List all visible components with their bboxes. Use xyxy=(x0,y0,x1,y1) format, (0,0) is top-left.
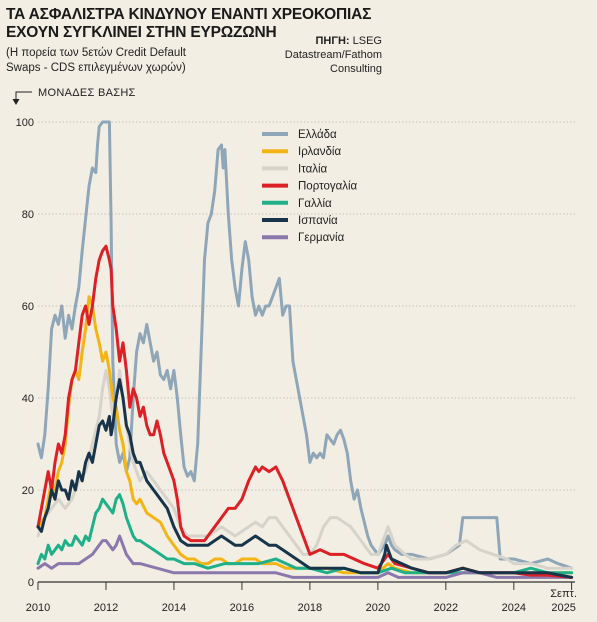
y-tick-label: 80 xyxy=(22,209,34,221)
x-tick-label: 2016 xyxy=(230,602,254,614)
legend-label: Γαλλία xyxy=(298,198,332,210)
y-axis-label: ΜΟΝΑΔΕΣ ΒΑΣΗΣ xyxy=(38,87,136,99)
series-line-0 xyxy=(36,120,574,570)
chart-subtitle-line-1: (Η πορεία των 5ετών Credit Default xyxy=(6,47,187,59)
chart-subtitle-line-2: Swaps - CDS επιλεγμένων χωρών) xyxy=(6,62,186,74)
y-tick-label: 40 xyxy=(22,393,34,405)
y-axis-ticks: 0 20 40 60 80 100 xyxy=(16,117,34,589)
arrow-down-icon xyxy=(12,99,20,105)
legend: Ελλάδα Ιρλανδία Ιταλία Πορτογαλία Γαλλία Ισπα… xyxy=(262,129,358,244)
source-note: ΠΗΓΗ: LSEG Datastream/Fathom Consulting xyxy=(242,34,382,76)
legend-label: Γερμανία xyxy=(298,232,345,244)
legend-label: Πορτογαλία xyxy=(298,181,358,193)
series-line-5 xyxy=(36,378,574,579)
chart-subtitle: (Η πορεία των 5ετών Credit Default Swaps… xyxy=(6,46,266,76)
x-axis-ticks: 2010 2012 2014 2016 2018 2020 2022 2024 Σεπτ. 202… xyxy=(26,582,577,614)
series-line-1 xyxy=(36,295,574,575)
series-lines xyxy=(36,120,574,579)
y-tick-label: 100 xyxy=(16,117,34,129)
y-axis-unit: ΜΟΝΑΔΕΣ ΒΑΣΗΣ xyxy=(12,87,136,105)
chart-title: ΤΑ ΑΣΦΑΛΙΣΤΡΑ ΚΙΝΔΥΝΟΥ ΕΝΑΝΤΙ ΧΡΕΟΚΟΠΙΑΣ… xyxy=(6,6,406,42)
chart-title-line-1: ΤΑ ΑΣΦΑΛΙΣΤΡΑ ΚΙΝΔΥΝΟΥ ΕΝΑΝΤΙ ΧΡΕΟΚΟΠΙΑΣ xyxy=(6,6,372,23)
legend-label: Ιρλανδία xyxy=(298,146,341,158)
x-tick-label: 2018 xyxy=(298,602,322,614)
y-axis-unit-arrow-icon xyxy=(15,91,32,104)
x-tick-label: 2014 xyxy=(162,602,186,614)
x-tick-label: 2022 xyxy=(434,602,458,614)
y-tick-label: 60 xyxy=(22,301,34,313)
y-tick-label: 0 xyxy=(28,577,34,589)
x-tick-label: 2010 xyxy=(26,602,50,614)
series-line-3 xyxy=(36,244,574,579)
source-label: ΠΗΓΗ: xyxy=(315,35,350,47)
source-line-1: LSEG xyxy=(352,35,382,47)
legend-label: Ιταλία xyxy=(298,163,328,175)
x-tick-label: 2024 xyxy=(502,602,526,614)
x-tick-label: 2020 xyxy=(366,602,390,614)
x-tick-label: 2012 xyxy=(94,602,118,614)
series-line-6 xyxy=(36,534,574,579)
x-tick-label-last-month: Σεπτ. xyxy=(550,588,577,600)
source-line-2: Datastream/Fathom xyxy=(284,49,382,61)
chart-title-line-2: ΕΧΟΥΝ ΣΥΓΚΛΙΝΕΙ ΣΤΗΝ ΕΥΡΩΖΩΝΗ xyxy=(6,24,277,41)
series-line-4 xyxy=(36,493,574,575)
legend-label: Ελλάδα xyxy=(298,129,337,141)
x-tick-label-last-year: 2025 xyxy=(551,602,575,614)
y-tick-label: 20 xyxy=(22,485,34,497)
source-line-3: Consulting xyxy=(330,63,382,75)
series-line-2 xyxy=(36,368,574,570)
legend-label: Ισπανία xyxy=(298,215,338,227)
grid-lines xyxy=(38,121,575,583)
